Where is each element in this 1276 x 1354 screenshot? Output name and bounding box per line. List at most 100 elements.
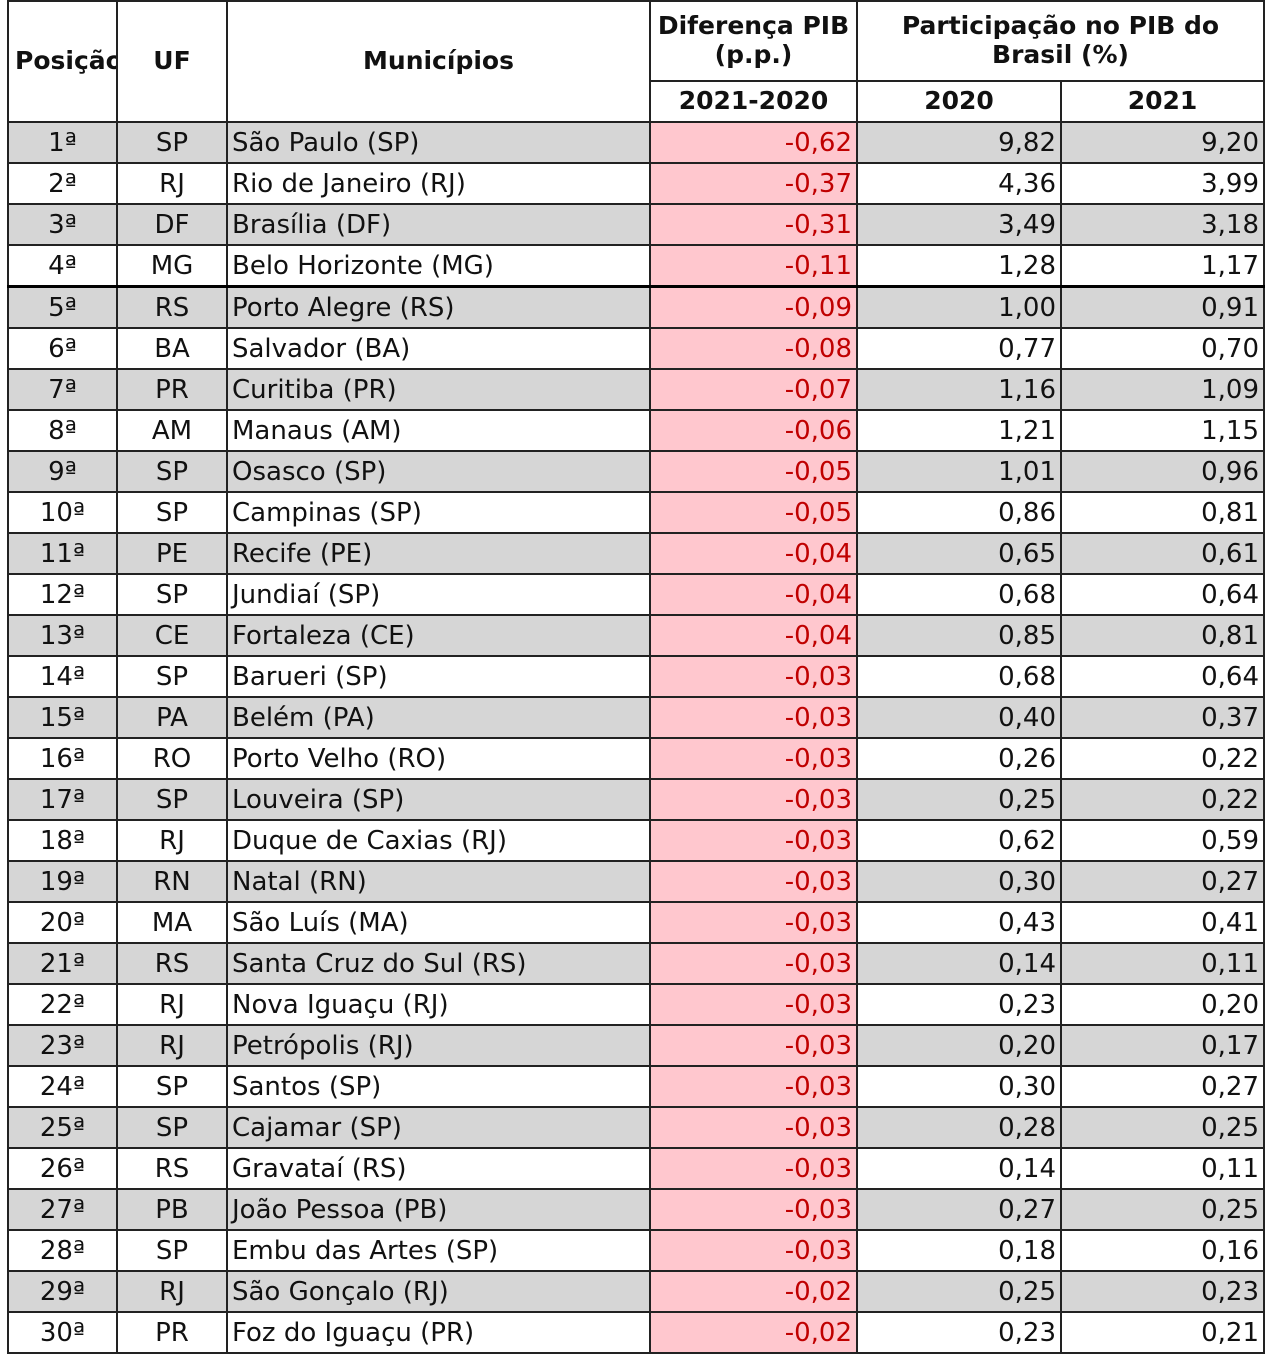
cell-participacao-2021: 0,41 (1060, 901, 1265, 944)
cell-municipio: Santos (SP) (226, 1065, 651, 1108)
cell-municipio: Foz do Iguaçu (PR) (226, 1311, 651, 1354)
cell-participacao-2020: 0,77 (856, 327, 1062, 370)
cell-uf: RJ (116, 162, 228, 205)
cell-diferenca: -0,11 (649, 244, 858, 288)
cell-participacao-2020: 1,21 (856, 409, 1062, 452)
table-row: 15ª PA Belém (PA) -0,03 0,40 0,37 (7, 696, 1265, 739)
cell-municipio: Gravataí (RS) (226, 1147, 651, 1190)
cell-diferenca: -0,08 (649, 327, 858, 370)
cell-uf: DF (116, 203, 228, 246)
cell-participacao-2020: 0,18 (856, 1229, 1062, 1272)
cell-uf: SP (116, 778, 228, 821)
cell-municipio: Manaus (AM) (226, 409, 651, 452)
cell-diferenca: -0,03 (649, 696, 858, 739)
cell-participacao-2021: 0,17 (1060, 1024, 1265, 1067)
table-row: 29ª RJ São Gonçalo (RJ) -0,02 0,25 0,23 (7, 1270, 1265, 1313)
cell-diferenca: -0,37 (649, 162, 858, 205)
table-row: 13ª CE Fortaleza (CE) -0,04 0,85 0,81 (7, 614, 1265, 657)
cell-municipio: Embu das Artes (SP) (226, 1229, 651, 1272)
table-row: 18ª RJ Duque de Caxias (RJ) -0,03 0,62 0,59 (7, 819, 1265, 862)
pib-ranking-table: Posição UF Municípios Diferença PIB (p.p… (7, 0, 1265, 1354)
cell-participacao-2021: 0,20 (1060, 983, 1265, 1026)
cell-municipio: São Paulo (SP) (226, 121, 651, 164)
cell-uf: RJ (116, 1270, 228, 1313)
cell-diferenca: -0,03 (649, 737, 858, 780)
cell-participacao-2020: 0,30 (856, 1065, 1062, 1108)
cell-posicao: 12ª (7, 573, 118, 616)
cell-participacao-2020: 0,85 (856, 614, 1062, 657)
cell-posicao: 29ª (7, 1270, 118, 1313)
cell-participacao-2020: 1,28 (856, 244, 1062, 288)
cell-participacao-2020: 4,36 (856, 162, 1062, 205)
cell-uf: SP (116, 573, 228, 616)
cell-municipio: São Luís (MA) (226, 901, 651, 944)
cell-posicao: 25ª (7, 1106, 118, 1149)
table-row: 24ª SP Santos (SP) -0,03 0,30 0,27 (7, 1065, 1265, 1108)
cell-posicao: 15ª (7, 696, 118, 739)
cell-participacao-2020: 1,16 (856, 368, 1062, 411)
cell-municipio: Belo Horizonte (MG) (226, 244, 651, 288)
cell-municipio: Santa Cruz do Sul (RS) (226, 942, 651, 985)
cell-participacao-2020: 0,14 (856, 942, 1062, 985)
cell-uf: SP (116, 450, 228, 493)
table-row: 23ª RJ Petrópolis (RJ) -0,03 0,20 0,17 (7, 1024, 1265, 1067)
cell-participacao-2020: 0,26 (856, 737, 1062, 780)
table-row: 14ª SP Barueri (SP) -0,03 0,68 0,64 (7, 655, 1265, 698)
cell-posicao: 23ª (7, 1024, 118, 1067)
cell-municipio: Duque de Caxias (RJ) (226, 819, 651, 862)
cell-municipio: João Pessoa (PB) (226, 1188, 651, 1231)
cell-participacao-2021: 3,99 (1060, 162, 1265, 205)
table-row: 21ª RS Santa Cruz do Sul (RS) -0,03 0,14 0,11 (7, 942, 1265, 985)
cell-posicao: 24ª (7, 1065, 118, 1108)
cell-municipio: Campinas (SP) (226, 491, 651, 534)
table-row: 5ª RS Porto Alegre (RS) -0,09 1,00 0,91 (7, 285, 1265, 329)
cell-participacao-2021: 0,16 (1060, 1229, 1265, 1272)
cell-posicao: 27ª (7, 1188, 118, 1231)
cell-posicao: 9ª (7, 450, 118, 493)
table-row: 20ª MA São Luís (MA) -0,03 0,43 0,41 (7, 901, 1265, 944)
cell-uf: RS (116, 1147, 228, 1190)
cell-diferenca: -0,03 (649, 655, 858, 698)
cell-diferenca: -0,03 (649, 1229, 858, 1272)
cell-participacao-2021: 0,22 (1060, 778, 1265, 821)
cell-participacao-2021: 1,15 (1060, 409, 1265, 452)
cell-posicao: 20ª (7, 901, 118, 944)
cell-participacao-2021: 0,25 (1060, 1106, 1265, 1149)
cell-diferenca: -0,03 (649, 942, 858, 985)
cell-posicao: 30ª (7, 1311, 118, 1354)
cell-posicao: 7ª (7, 368, 118, 411)
header-diferenca-pib: Diferença PIB (p.p.) (649, 0, 858, 82)
cell-municipio: Nova Iguaçu (RJ) (226, 983, 651, 1026)
cell-diferenca: -0,62 (649, 121, 858, 164)
cell-uf: RJ (116, 983, 228, 1026)
header-municipios: Municípios (226, 0, 651, 123)
cell-diferenca: -0,07 (649, 368, 858, 411)
cell-municipio: Natal (RN) (226, 860, 651, 903)
table-row: 9ª SP Osasco (SP) -0,05 1,01 0,96 (7, 450, 1265, 493)
cell-municipio: Barueri (SP) (226, 655, 651, 698)
header-diferenca-period: 2021-2020 (649, 80, 858, 123)
cell-participacao-2020: 0,68 (856, 573, 1062, 616)
cell-uf: MG (116, 244, 228, 288)
cell-municipio: Jundiaí (SP) (226, 573, 651, 616)
table-row: 25ª SP Cajamar (SP) -0,03 0,28 0,25 (7, 1106, 1265, 1149)
table-row: 8ª AM Manaus (AM) -0,06 1,21 1,15 (7, 409, 1265, 452)
cell-uf: SP (116, 655, 228, 698)
cell-participacao-2021: 3,18 (1060, 203, 1265, 246)
cell-posicao: 17ª (7, 778, 118, 821)
cell-posicao: 6ª (7, 327, 118, 370)
cell-participacao-2020: 0,25 (856, 1270, 1062, 1313)
cell-posicao: 21ª (7, 942, 118, 985)
pib-table-container: Posição UF Municípios Diferença PIB (p.p… (7, 0, 1265, 1354)
table-row: 28ª SP Embu das Artes (SP) -0,03 0,18 0,16 (7, 1229, 1265, 1272)
cell-uf: PR (116, 368, 228, 411)
cell-participacao-2021: 1,09 (1060, 368, 1265, 411)
cell-participacao-2021: 0,11 (1060, 942, 1265, 985)
cell-participacao-2021: 0,37 (1060, 696, 1265, 739)
cell-uf: SP (116, 1106, 228, 1149)
cell-diferenca: -0,03 (649, 901, 858, 944)
cell-participacao-2020: 0,27 (856, 1188, 1062, 1231)
cell-participacao-2020: 0,68 (856, 655, 1062, 698)
cell-participacao-2021: 0,64 (1060, 573, 1265, 616)
cell-participacao-2020: 0,20 (856, 1024, 1062, 1067)
